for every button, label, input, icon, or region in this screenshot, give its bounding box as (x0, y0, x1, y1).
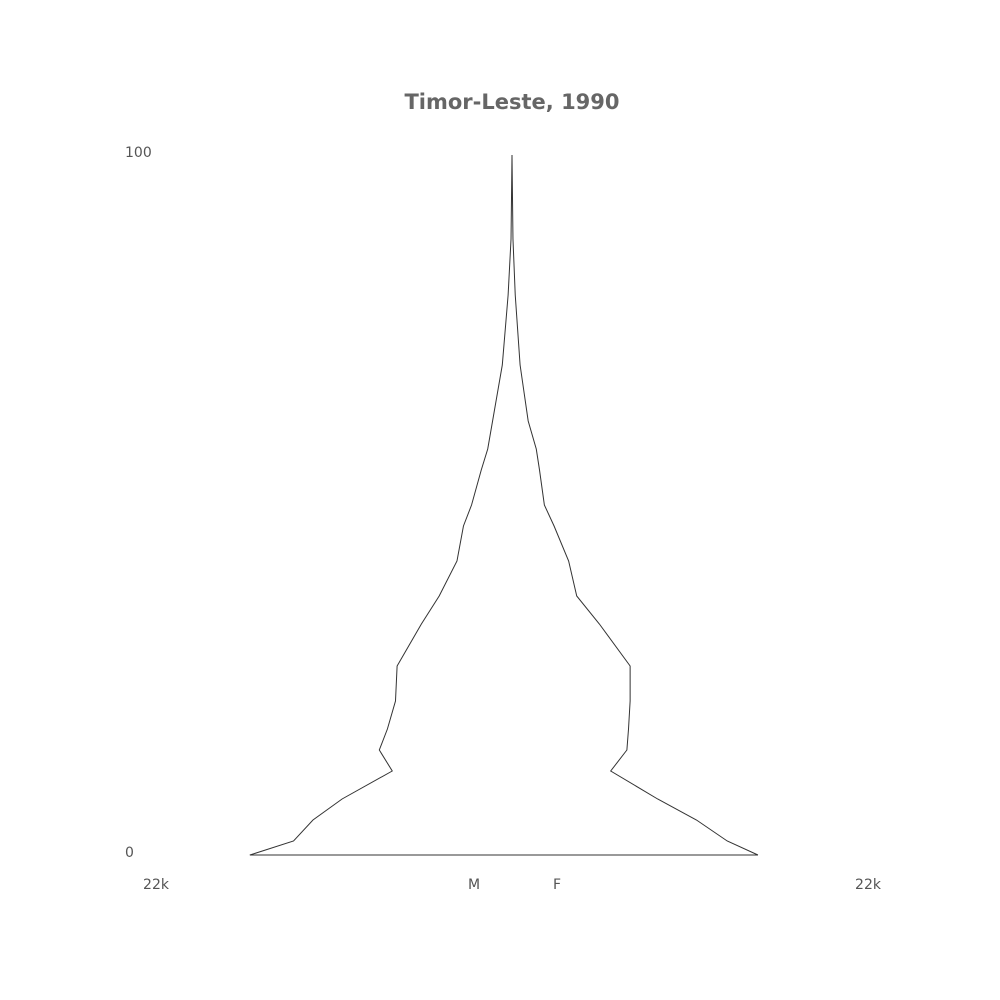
population-outline (511, 154, 759, 856)
chart-title: Timor-Leste, 1990 (404, 90, 619, 114)
y-tick-label: 0 (125, 845, 134, 861)
legend-label: F (553, 877, 561, 893)
y-tick-label: 100 (125, 145, 152, 161)
x-tick-label: 22k (855, 877, 882, 893)
x-tick-label: 22k (143, 877, 170, 893)
population-outline (249, 154, 513, 856)
legend-label: M (468, 877, 480, 893)
